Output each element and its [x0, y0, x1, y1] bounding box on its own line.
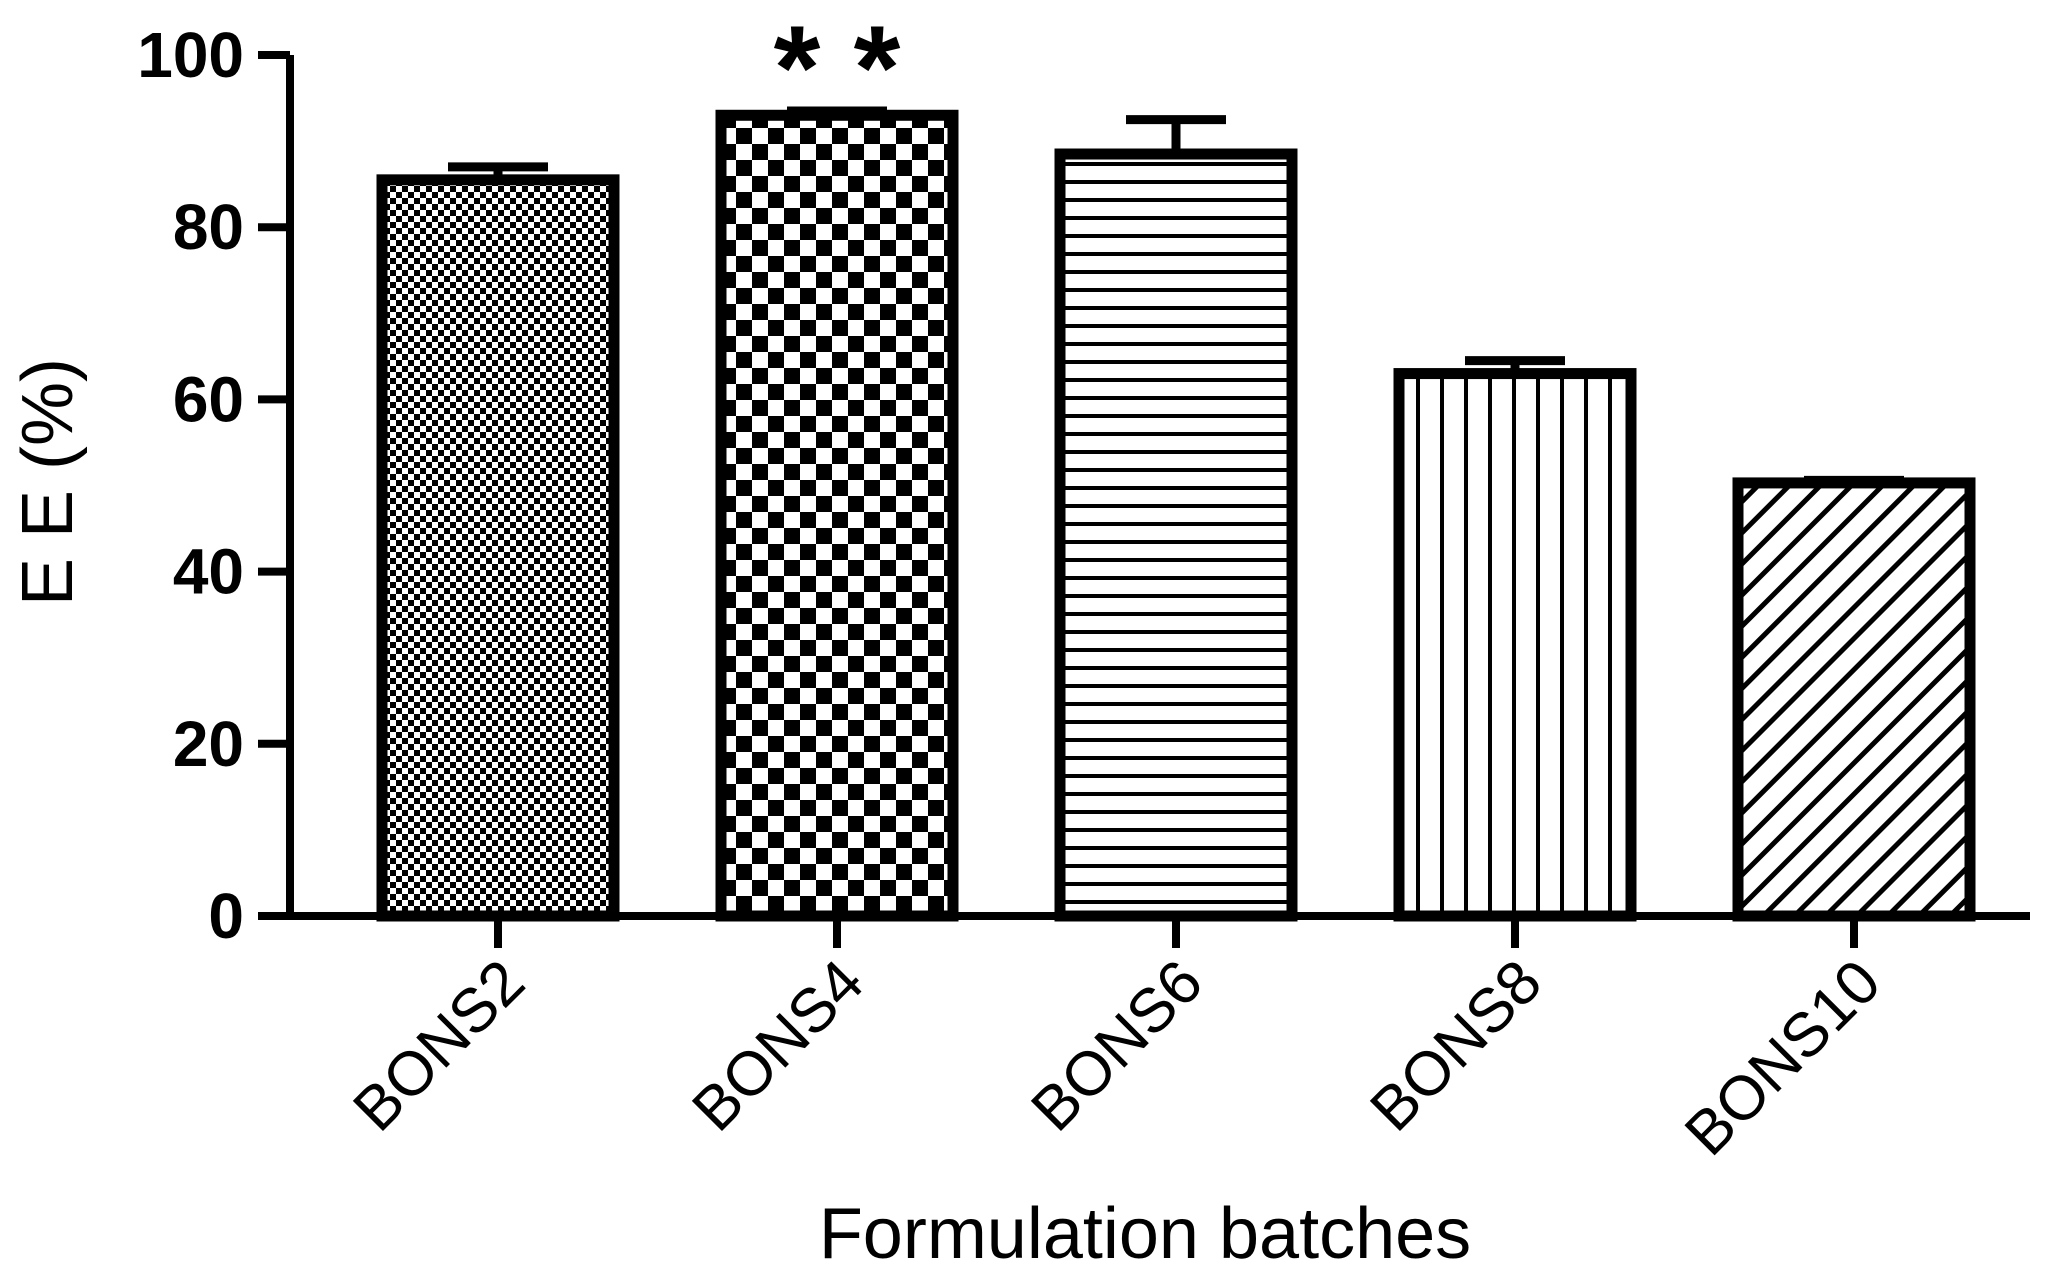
x-tick-label: BONS10: [1672, 947, 1894, 1169]
bar-bons4: [715, 109, 959, 922]
x-tick-label: BONS6: [1018, 947, 1215, 1144]
bars-group: [376, 109, 1976, 922]
x-tick-label: BONS2: [340, 947, 537, 1144]
y-tick-label: 100: [137, 19, 244, 91]
y-tick-label: 60: [173, 363, 244, 435]
x-tick-label: BONS4: [679, 947, 876, 1144]
y-tick-label: 20: [173, 708, 244, 780]
error-bars-group: [448, 106, 1904, 485]
bar-bons8: [1393, 368, 1637, 922]
y-tick-label: 80: [173, 191, 244, 263]
significance-annotation: * *: [774, 1, 901, 135]
axes-group: [258, 51, 2030, 948]
bar-bons2: [376, 174, 620, 922]
y-axis-title: E E (%): [8, 358, 88, 606]
bar-bons10: [1732, 477, 1976, 922]
x-axis-title: Formulation batches: [819, 1194, 1471, 1273]
y-tick-label: 0: [208, 880, 244, 952]
y-tick-label: 40: [173, 536, 244, 608]
x-tick-label: BONS8: [1357, 947, 1554, 1144]
bar-bons6: [1054, 148, 1298, 922]
